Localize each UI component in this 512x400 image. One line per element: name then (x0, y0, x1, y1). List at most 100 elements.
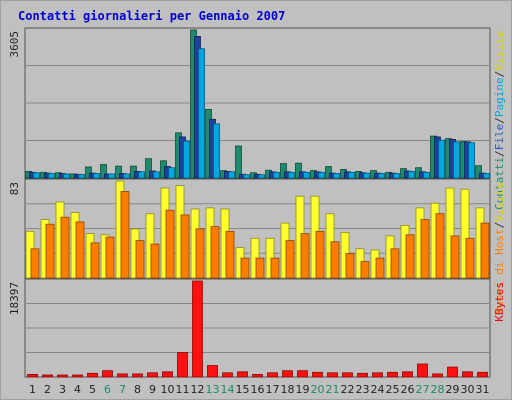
bar (378, 173, 385, 179)
panel-3: 18397 KBytes (8, 278, 506, 378)
bar (465, 237, 475, 279)
bar (213, 123, 220, 179)
x-tick-label: 30 (461, 383, 475, 396)
x-tick-label: 2 (44, 383, 51, 396)
bar (42, 374, 53, 378)
x-tick-label: 24 (371, 383, 385, 396)
series-file (29, 36, 486, 179)
bar (123, 173, 130, 179)
bar (342, 372, 353, 378)
x-tick-label: 14 (221, 383, 235, 396)
bar (63, 173, 70, 179)
bar (330, 241, 340, 279)
bar (240, 257, 250, 279)
bar (117, 373, 128, 378)
bar (90, 242, 100, 279)
bar (222, 372, 233, 378)
legend-entry: Pagine (493, 77, 506, 117)
bar (273, 171, 280, 179)
x-tick-label: 3 (59, 383, 66, 396)
x-tick-label: 23 (356, 383, 370, 396)
legend-entry: / (493, 150, 506, 157)
y-tick-top: 83 (8, 182, 21, 195)
x-tick-label: 11 (176, 383, 190, 396)
x-tick-label: 15 (236, 383, 250, 396)
bar (195, 228, 205, 279)
legend-entry: Contatti (493, 157, 506, 210)
bar (30, 248, 40, 279)
bar (135, 240, 145, 279)
x-tick-label: 10 (161, 383, 175, 396)
bar (183, 140, 190, 179)
bar (360, 261, 370, 279)
bar (270, 257, 280, 279)
bar (115, 165, 122, 179)
y-tick-top: 3605 (8, 31, 21, 58)
bar (295, 162, 302, 179)
chart-title: Contatti giornalieri per Gennaio 2007 (18, 9, 285, 23)
bar (108, 173, 115, 179)
bar (237, 371, 248, 378)
bar (393, 173, 400, 179)
bar (345, 253, 355, 279)
bar (438, 139, 445, 179)
bar (180, 214, 190, 279)
bar (318, 171, 325, 179)
bar (325, 166, 332, 179)
x-tick-label: 4 (74, 383, 81, 396)
legend-entry: File (493, 124, 506, 151)
bar (192, 280, 203, 378)
bar (372, 372, 383, 378)
panel-2: 83 Nuovi di Host/Visite (8, 178, 506, 314)
x-tick-label: 25 (386, 383, 400, 396)
bar (48, 173, 55, 179)
legend-entry: / (493, 71, 506, 78)
bar (445, 187, 455, 279)
legend-entry: Nuovi di Host (493, 228, 506, 314)
bar (477, 371, 488, 378)
bar (75, 221, 85, 279)
bar (282, 370, 293, 378)
bar (327, 372, 338, 378)
bar (405, 234, 415, 279)
series-kbytes (27, 280, 488, 378)
bar (447, 366, 458, 378)
bar (288, 171, 295, 179)
bar (57, 374, 68, 378)
bar (460, 188, 470, 279)
bar (60, 216, 70, 279)
bar (225, 230, 235, 279)
bar (468, 142, 475, 179)
bar (453, 141, 460, 179)
legend-entry: Visite (493, 31, 506, 71)
bar (207, 365, 218, 378)
bar (168, 167, 175, 179)
bar (300, 233, 310, 279)
series-pagine (33, 48, 490, 179)
x-tick-label: 13 (206, 383, 220, 396)
x-tick-label: 6 (104, 383, 111, 396)
legend-entry: / (493, 117, 506, 124)
bar (450, 235, 460, 279)
x-tick-label: 9 (149, 383, 156, 396)
bar (333, 173, 340, 179)
x-tick-label: 28 (431, 383, 445, 396)
legend-label: Nuovi di Host/Visite (493, 182, 506, 314)
bar (408, 170, 415, 179)
series-visite (25, 180, 485, 279)
bar (363, 172, 370, 179)
x-tick-label: 27 (416, 383, 430, 396)
bar (297, 370, 308, 378)
bar (255, 257, 265, 279)
bar (150, 243, 160, 279)
bar (85, 166, 92, 179)
x-tick-label: 26 (401, 383, 415, 396)
bar (120, 191, 130, 279)
bar (357, 372, 368, 378)
x-axis: 1 2 3 4 5 6 7 8 9 10 11 12 13 14 15 16 17 18 19 20 21 22 23 24 2… (29, 383, 490, 396)
legend-label: Contatti/File/Pagine/Visite (493, 31, 506, 210)
bar (267, 372, 278, 378)
bar (462, 371, 473, 378)
